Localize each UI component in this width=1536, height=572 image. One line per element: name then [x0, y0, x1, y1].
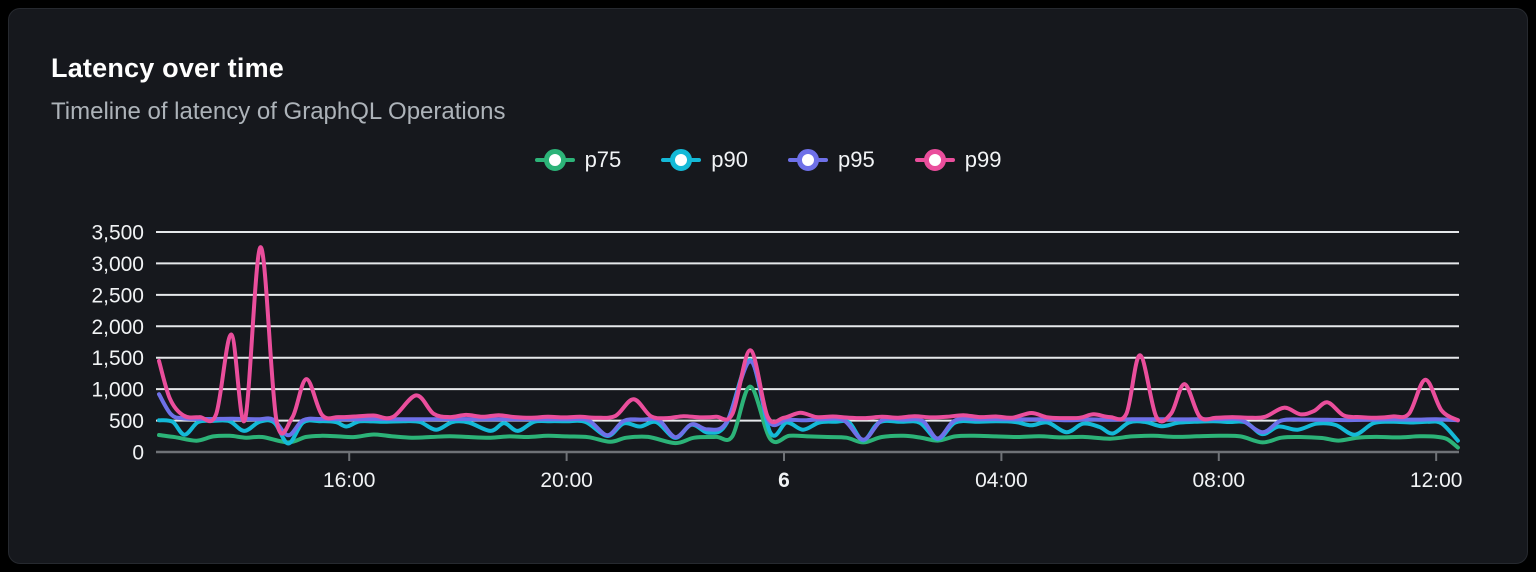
legend-item-p99[interactable]: p99 — [914, 147, 1002, 173]
card-header: Latency over time Timeline of latency of… — [51, 53, 505, 126]
series-line-p99[interactable] — [157, 245, 1460, 436]
x-tick-label: 08:00 — [1193, 469, 1246, 492]
legend-marker-icon — [788, 148, 828, 172]
y-tick-label: 2,500 — [91, 284, 144, 307]
series-group — [157, 245, 1460, 450]
y-tick-label: 3,000 — [91, 253, 144, 276]
y-tick-label: 3,500 — [91, 222, 144, 245]
x-axis: 16:00 20:00 6 04:00 08:00 12:00 — [156, 450, 1463, 492]
latency-chart[interactable]: 0 500 1,000 1,500 2,000 2,500 3,000 3,500 16:00 2… — [9, 9, 1529, 563]
x-tick-label: 04:00 — [975, 469, 1028, 492]
legend-item-p95[interactable]: p95 — [788, 147, 875, 173]
x-tick-label: 20:00 — [540, 469, 593, 492]
y-tick-label: 500 — [109, 410, 144, 433]
y-tick-label: 2,000 — [91, 316, 144, 339]
gridlines — [156, 231, 1459, 422]
y-tick-label: 1,500 — [91, 347, 144, 370]
x-tick-label: 16:00 — [323, 469, 376, 492]
series-line-p75[interactable] — [157, 384, 1460, 450]
legend-item-p75[interactable]: p75 — [534, 147, 622, 173]
legend-label: p95 — [838, 147, 875, 172]
y-tick-label: 0 — [132, 442, 144, 465]
x-tick-label: 6 — [778, 469, 790, 492]
series-line-p90[interactable] — [157, 358, 1460, 446]
latency-card: Latency over time Timeline of latency of… — [8, 8, 1528, 564]
legend-item-p90[interactable]: p90 — [661, 147, 748, 173]
legend-marker-icon — [914, 148, 955, 172]
y-tick-label: 1,000 — [91, 379, 144, 402]
page-title: Latency over time — [51, 53, 284, 83]
page-subtitle: Timeline of latency of GraphQL Operation… — [51, 98, 506, 125]
x-tick-label: 12:00 — [1410, 469, 1463, 492]
legend-label: p75 — [584, 147, 622, 172]
chart-legend: p75 p90 p95 p99 — [9, 147, 1527, 173]
y-axis-labels: 0 500 1,000 1,500 2,000 2,500 3,000 3,500 — [91, 222, 144, 465]
legend-marker-icon — [661, 148, 702, 172]
legend-label: p90 — [711, 147, 748, 172]
legend-label: p99 — [964, 147, 1002, 172]
legend-marker-icon — [534, 148, 575, 172]
